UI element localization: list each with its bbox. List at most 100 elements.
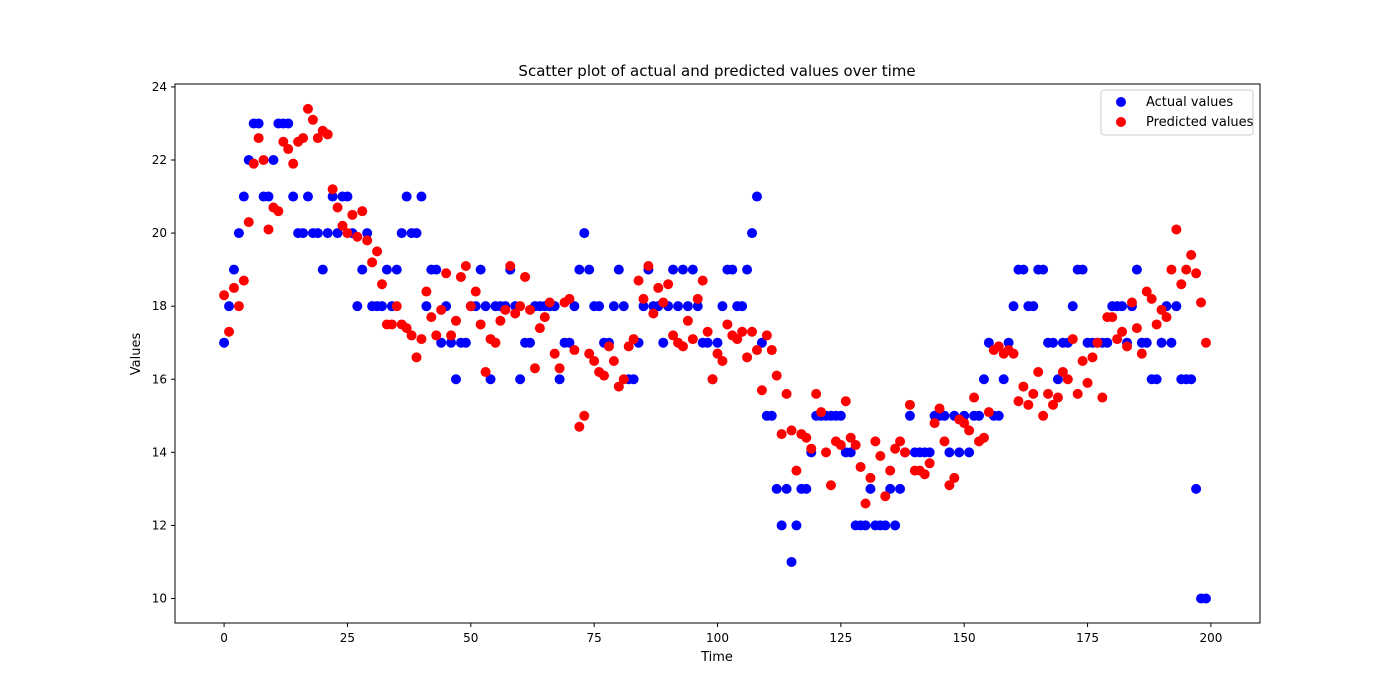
data-point: [638, 293, 649, 304]
data-point: [771, 483, 782, 494]
data-point: [421, 286, 432, 297]
data-point: [243, 217, 254, 228]
data-point: [702, 337, 713, 348]
data-point: [1077, 264, 1088, 275]
data-point: [436, 337, 447, 348]
data-point: [983, 337, 994, 348]
data-point: [347, 209, 358, 220]
data-point: [712, 348, 723, 359]
data-point: [594, 301, 605, 312]
data-point: [520, 271, 531, 282]
data-point: [505, 260, 516, 271]
data-point: [825, 480, 836, 491]
data-point: [668, 264, 679, 275]
data-point: [298, 133, 309, 144]
data-point: [732, 334, 743, 345]
data-point: [919, 469, 930, 480]
data-point: [949, 472, 960, 483]
x-tick-label: 175: [1076, 631, 1099, 645]
data-point: [485, 374, 496, 385]
data-point: [253, 118, 264, 129]
legend-marker-predicted: [1116, 117, 1126, 127]
data-point: [603, 341, 614, 352]
data-point: [406, 330, 417, 341]
data-point: [342, 228, 353, 239]
data-point: [978, 432, 989, 443]
data-point: [717, 301, 728, 312]
data-point: [880, 491, 891, 502]
data-point: [870, 436, 881, 447]
data-point: [613, 264, 624, 275]
data-point: [751, 191, 762, 202]
data-point: [1013, 396, 1024, 407]
data-point: [233, 301, 244, 312]
data-point: [613, 381, 624, 392]
data-point: [1018, 381, 1029, 392]
x-tick-label: 75: [587, 631, 602, 645]
data-point: [811, 388, 822, 399]
data-point: [1077, 355, 1088, 366]
data-point: [376, 301, 387, 312]
data-point: [362, 235, 373, 246]
data-point: [322, 228, 333, 239]
data-point: [357, 264, 368, 275]
data-point: [500, 304, 511, 315]
data-point: [480, 366, 491, 377]
data-point: [248, 158, 259, 169]
data-point: [564, 293, 575, 304]
y-tick-label: 10: [152, 592, 167, 606]
data-point: [766, 410, 777, 421]
data-point: [1117, 301, 1128, 312]
data-point: [806, 443, 817, 454]
data-point: [376, 279, 387, 290]
data-point: [860, 520, 871, 531]
data-point: [791, 520, 802, 531]
data-point: [692, 293, 703, 304]
x-tick-label: 125: [829, 631, 852, 645]
data-point: [1156, 337, 1167, 348]
data-point: [219, 337, 230, 348]
data-point: [633, 275, 644, 286]
data-point: [1200, 337, 1211, 348]
y-tick-label: 22: [152, 153, 167, 167]
data-point: [658, 297, 669, 308]
x-tick-label: 50: [463, 631, 478, 645]
data-point: [298, 228, 309, 239]
data-point: [450, 374, 461, 385]
data-point: [263, 224, 274, 235]
data-point: [441, 268, 452, 279]
data-point: [608, 355, 619, 366]
data-point: [1136, 348, 1147, 359]
data-point: [687, 334, 698, 345]
data-point: [673, 301, 684, 312]
y-tick-label: 16: [152, 372, 167, 386]
data-point: [446, 330, 457, 341]
data-point: [944, 447, 955, 458]
y-tick-label: 14: [152, 445, 167, 459]
data-point: [490, 337, 501, 348]
x-axis-ticks: 0 25 50 75 100 125 150 175 200: [220, 623, 1222, 645]
data-point: [821, 447, 832, 458]
data-point: [1131, 323, 1142, 334]
data-point: [653, 282, 664, 293]
x-tick-label: 25: [340, 631, 355, 645]
data-point: [1117, 326, 1128, 337]
data-point: [682, 315, 693, 326]
data-point: [1092, 337, 1103, 348]
data-point: [687, 264, 698, 275]
data-point: [584, 348, 595, 359]
data-point: [648, 308, 659, 319]
data-point: [1186, 374, 1197, 385]
data-point: [357, 206, 368, 217]
data-point: [954, 447, 965, 458]
data-point: [263, 191, 274, 202]
data-point: [228, 264, 239, 275]
data-point: [465, 301, 476, 312]
legend: Actual values Predicted values: [1100, 89, 1254, 136]
data-point: [801, 483, 812, 494]
data-point: [855, 461, 866, 472]
data-point: [786, 556, 797, 567]
data-point: [885, 465, 896, 476]
data-point: [327, 191, 338, 202]
